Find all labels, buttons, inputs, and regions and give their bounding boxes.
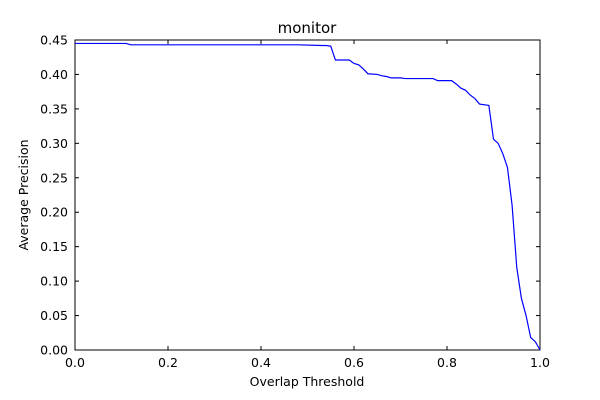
y-tick-label: 0.25 xyxy=(40,170,68,185)
y-tick-label: 0.35 xyxy=(40,101,68,116)
y-tick-label: 0.00 xyxy=(40,343,68,358)
x-axis: 0.0 0.2 0.4 0.6 0.8 1.0 xyxy=(65,40,550,370)
x-tick-label: 0.4 xyxy=(251,355,271,370)
y-tick-label: 0.40 xyxy=(40,67,68,82)
y-tick-label: 0.20 xyxy=(40,205,68,220)
y-tick-label: 0.30 xyxy=(40,136,68,151)
x-tick-label: 0.8 xyxy=(437,355,457,370)
y-axis-title: Average Precision xyxy=(16,139,31,250)
plot-area xyxy=(74,39,541,351)
y-tick-label: 0.05 xyxy=(40,308,68,323)
x-tick-label: 1.0 xyxy=(530,355,550,370)
y-tick-label: 0.45 xyxy=(40,33,68,48)
y-tick-label: 0.15 xyxy=(40,239,68,254)
x-tick-label: 0.0 xyxy=(65,355,85,370)
y-tick-label: 0.10 xyxy=(40,274,68,289)
series-line xyxy=(75,42,541,351)
x-tick-label: 0.2 xyxy=(158,355,178,370)
chart-title: monitor xyxy=(278,19,338,37)
y-axis: 0.00 0.05 0.10 0.15 0.20 0.25 0.30 0.35 0.40 0.45 xyxy=(40,33,540,358)
x-axis-title: Overlap Threshold xyxy=(250,374,365,389)
x-tick-label: 0.6 xyxy=(344,355,364,370)
